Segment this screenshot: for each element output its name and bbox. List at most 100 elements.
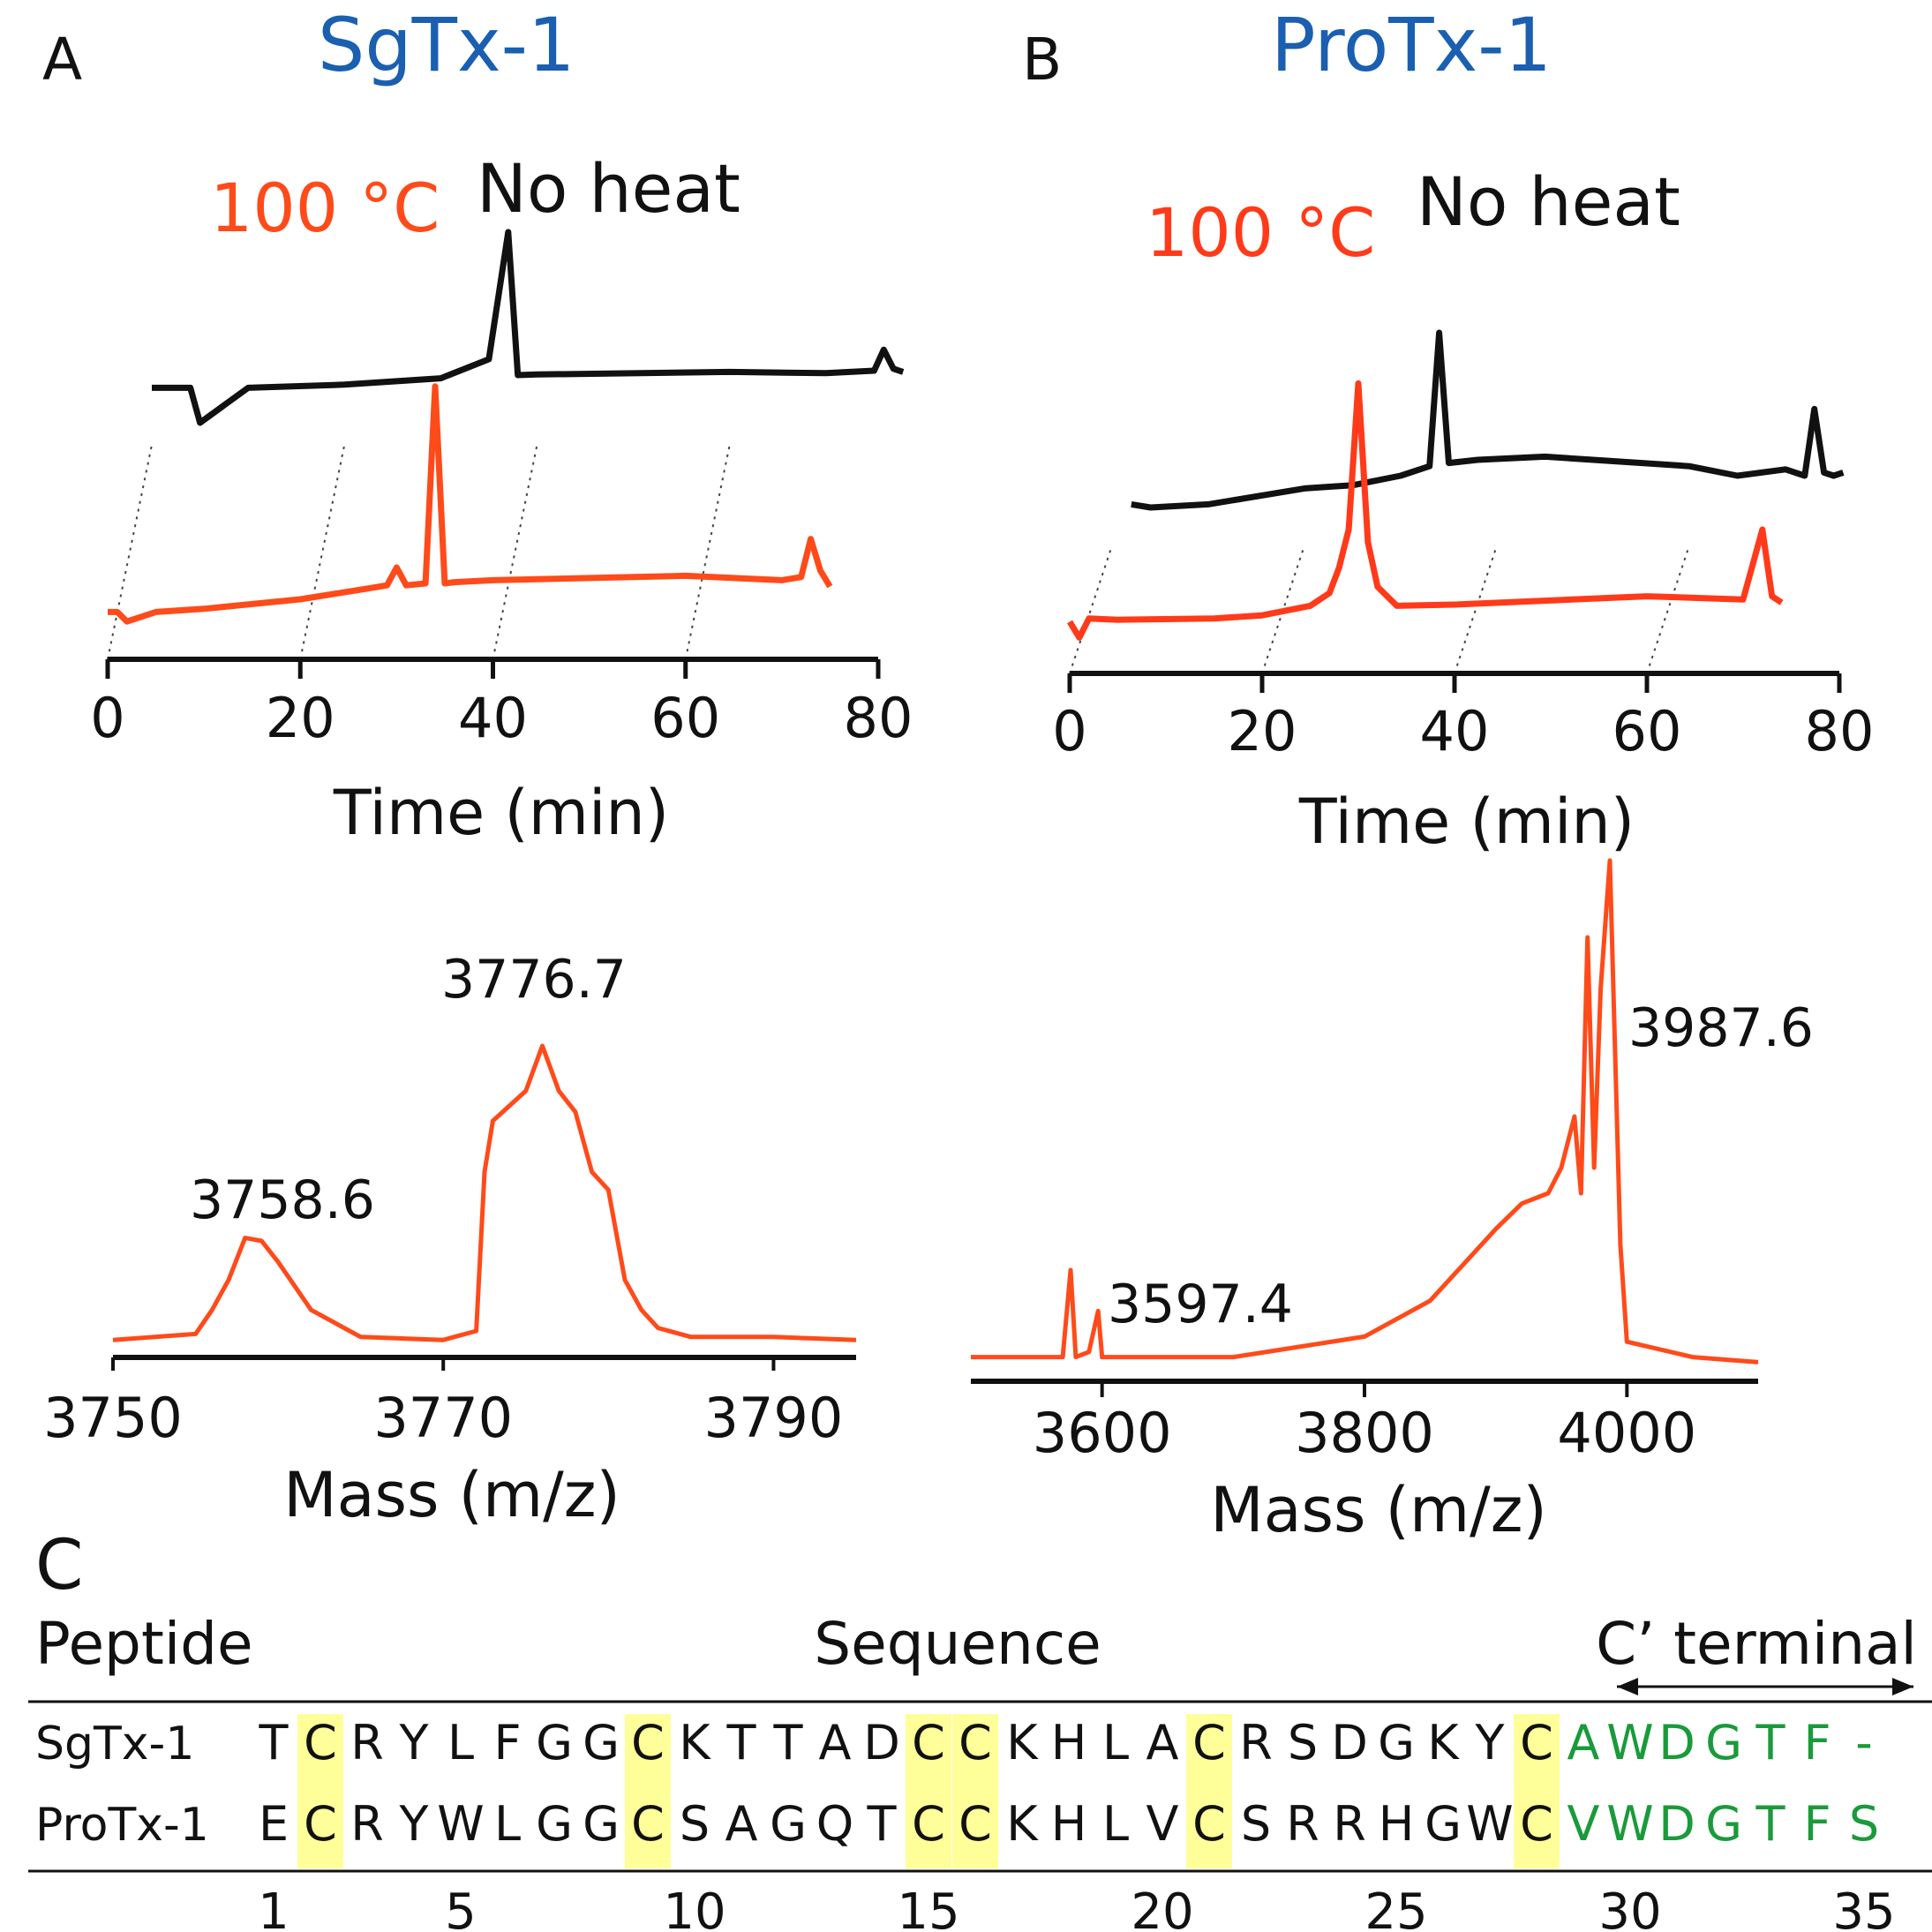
residue: G [1425,1796,1462,1852]
residue: H [1379,1796,1415,1852]
residue: A [725,1796,758,1852]
hplc-a-guide-line [299,444,346,660]
residue: T [773,1715,804,1770]
residue: C [631,1715,665,1770]
sequence-table: C Peptide Sequence C’ terminal SgTx-1 Pr… [28,1526,1932,1932]
residue: C [912,1715,945,1770]
residue: R [350,1715,384,1770]
hplc-a-guide-line [684,444,731,660]
ms-a-peak-label-2: 3776.7 [441,949,627,1011]
hplc-chart-b: 0 20 40 60 80 100 °C No heat Time (min) [1052,162,1874,858]
position-number: 20 [1131,1883,1193,1932]
row-name-sgtx1: SgTx-1 [35,1718,194,1770]
hplc-b-tick-label: 0 [1052,699,1086,763]
hplc-b-trace-heated [1067,380,1784,641]
hplc-b-tick-label: 40 [1420,699,1490,763]
residue: L [447,1715,474,1770]
row-name-protx1: ProTx-1 [35,1799,209,1852]
position-number: 35 [1832,1883,1895,1932]
position-number: 1 [258,1883,289,1932]
residue: H [1051,1796,1087,1852]
header-sequence: Sequence [814,1610,1101,1678]
residue: G [536,1796,573,1852]
hplc-b-guide-line [1069,545,1113,674]
residue: T [259,1715,289,1770]
residue: F [1803,1715,1831,1770]
hplc-b-xlabel: Time (min) [1298,786,1635,858]
ms-b-peak-label-1: 3597.4 [1108,1274,1293,1335]
hplc-b-tick-label: 80 [1805,699,1875,763]
cterminal-range-arrow [1617,1678,1913,1695]
hplc-a-label-noheat: No heat [477,149,740,228]
cysteine-highlight [1186,1714,1232,1868]
residue: S [1288,1715,1318,1770]
ms-a-tick-label: 3770 [373,1386,513,1450]
residue: - [1855,1715,1873,1770]
residue: R [1239,1715,1273,1770]
residue: C [631,1796,665,1852]
hplc-a-trace-noheat [152,229,905,426]
ms-a-tick-label: 3750 [43,1386,183,1450]
residue: G [583,1715,620,1770]
ms-a-peak-label-1: 3758.6 [190,1169,375,1231]
residue: C [958,1715,992,1770]
hplc-a-guide-line [492,444,538,660]
residue: C [958,1796,992,1852]
residue: G [1705,1796,1742,1852]
hplc-b-guide-line [1454,545,1498,674]
residue: S [680,1796,710,1852]
residue: G [1705,1715,1742,1770]
hplc-a-tick-label: 60 [650,686,720,750]
residue: C [1192,1796,1226,1852]
residue: Q [816,1796,854,1852]
panel-letter-b: B [1022,26,1062,94]
cysteine-highlight [1514,1714,1560,1868]
residue: C [304,1715,337,1770]
hplc-b-label-noheat: No heat [1417,162,1680,241]
residue: H [1051,1715,1087,1770]
cysteine-highlight [297,1714,343,1868]
hplc-b-guide-line [1646,545,1690,674]
ms-b-tick-label: 4000 [1557,1401,1696,1465]
ms-chart-a: 3750 3770 3790 3758.6 3776.7 Mass (m/z) [43,949,857,1531]
residue: Y [1475,1715,1506,1770]
residue: W [1466,1796,1513,1852]
hplc-a-tick-label: 20 [266,686,335,750]
panel-title-a: SgTx-1 [318,2,575,88]
cysteine-highlight [906,1714,951,1868]
residue: A [1146,1715,1179,1770]
hplc-b-tick-label: 60 [1613,699,1682,763]
hplc-b-trace-noheat [1131,329,1845,511]
panel-letter-a: A [42,26,82,94]
residue: V [1146,1796,1179,1852]
residue: Y [399,1796,430,1852]
residue: T [1755,1796,1786,1852]
residue: G [770,1796,807,1852]
panel-letter-c: C [35,1526,83,1605]
residue: C [1192,1715,1226,1770]
hplc-b-tick-label: 20 [1228,699,1297,763]
hplc-a-trace-heated [108,383,833,625]
residue: R [350,1796,384,1852]
residue: A [1567,1715,1600,1770]
hplc-a-tick-label: 40 [458,686,528,750]
ms-b-tick-label: 3800 [1295,1401,1434,1465]
residue: W [1606,1796,1653,1852]
header-cterminal: C’ terminal [1596,1610,1917,1678]
residue: L [494,1796,521,1852]
residue: E [259,1796,289,1852]
residue: C [1520,1796,1553,1852]
residue: D [863,1715,900,1770]
ms-a-tick-label: 3790 [704,1386,844,1450]
residue: T [726,1715,757,1770]
residue: C [1520,1715,1553,1770]
residue: C [912,1796,945,1852]
hplc-a-label-heated: 100 °C [210,169,440,247]
residue: G [536,1715,573,1770]
hplc-a-tick-label: 0 [90,686,124,750]
residue: F [493,1715,521,1770]
position-number: 15 [897,1883,959,1932]
residue: V [1567,1796,1600,1852]
residue: K [1006,1796,1039,1852]
